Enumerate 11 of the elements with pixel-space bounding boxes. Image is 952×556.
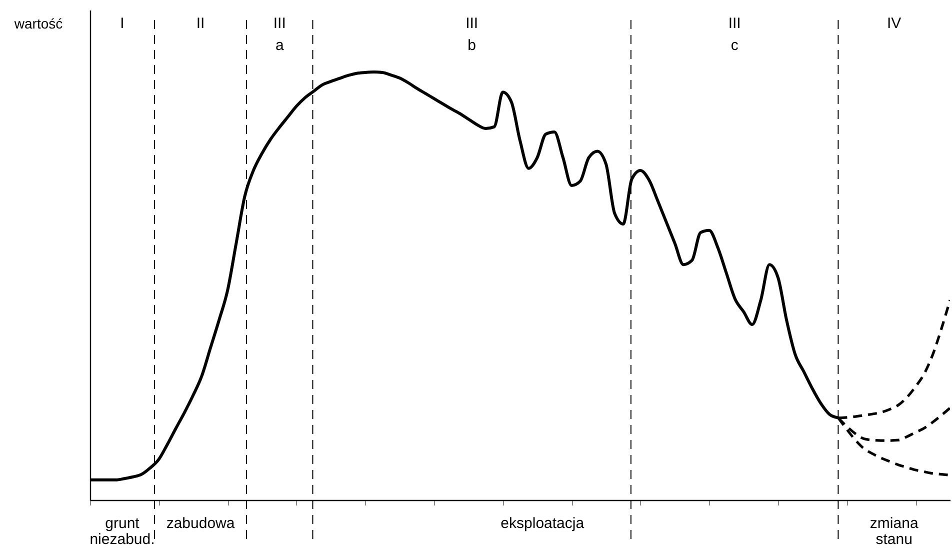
text: eksploatacja <box>500 515 585 532</box>
y-axis-title: wartość <box>13 16 63 32</box>
text: III b <box>466 15 478 54</box>
text: zabudowa <box>166 515 236 532</box>
text: IV <box>887 15 902 32</box>
text: III c <box>728 15 741 54</box>
text: II <box>196 15 205 32</box>
text: III a <box>273 15 286 54</box>
text: grunt niezabud. <box>90 515 155 548</box>
text: zmiana stanu <box>870 515 919 548</box>
text: I <box>120 15 124 32</box>
